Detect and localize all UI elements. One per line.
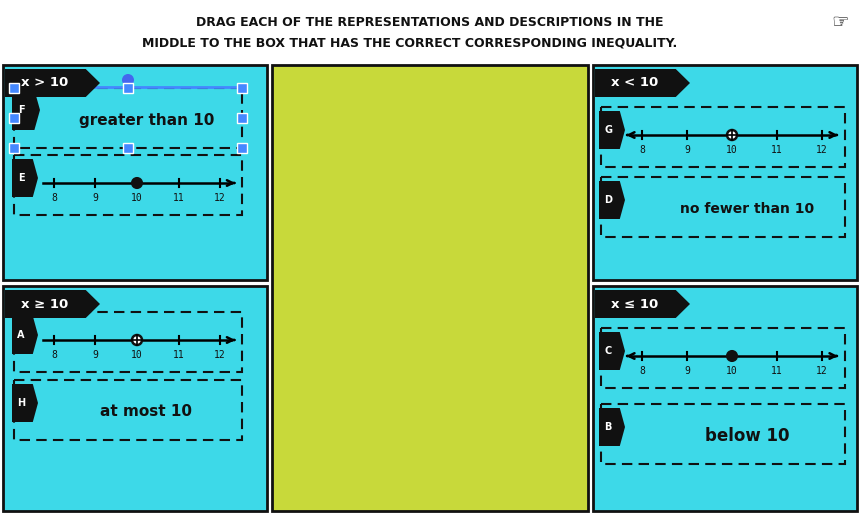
- Polygon shape: [595, 69, 690, 97]
- Text: DRAG EACH OF THE REPRESENTATIONS AND DESCRIPTIONS IN THE: DRAG EACH OF THE REPRESENTATIONS AND DES…: [196, 16, 664, 29]
- Text: 8: 8: [639, 145, 645, 155]
- Bar: [14, 312, 242, 372]
- Text: MIDDLE TO THE BOX THAT HAS THE CORRECT CORRESPONDING INEQUALITY.: MIDDLE TO THE BOX THAT HAS THE CORRECT C…: [142, 36, 678, 49]
- Polygon shape: [599, 332, 625, 370]
- Text: H: H: [17, 398, 25, 408]
- Text: G: G: [604, 125, 612, 135]
- Bar: [14, 88, 242, 148]
- Text: 10: 10: [131, 193, 143, 203]
- Text: 11: 11: [771, 366, 783, 376]
- Text: D: D: [604, 195, 612, 205]
- Bar: [237, 113, 247, 123]
- Bar: [272, 65, 588, 511]
- Text: x > 10: x > 10: [22, 77, 69, 89]
- Circle shape: [727, 130, 737, 140]
- Text: below 10: below 10: [705, 427, 790, 445]
- Polygon shape: [12, 384, 38, 422]
- Bar: [9, 143, 19, 153]
- Text: E: E: [18, 173, 24, 183]
- Text: 9: 9: [684, 366, 690, 376]
- Bar: [601, 177, 845, 237]
- Text: 9: 9: [92, 350, 98, 360]
- Text: at most 10: at most 10: [100, 404, 192, 419]
- Text: 10: 10: [726, 366, 738, 376]
- Bar: [237, 143, 247, 153]
- Polygon shape: [12, 316, 38, 354]
- Text: C: C: [604, 346, 611, 356]
- Polygon shape: [12, 90, 40, 130]
- Polygon shape: [12, 159, 38, 197]
- Text: 12: 12: [214, 350, 226, 360]
- Circle shape: [132, 178, 142, 188]
- Polygon shape: [599, 408, 625, 446]
- Bar: [3, 286, 267, 511]
- Text: 9: 9: [684, 145, 690, 155]
- Text: 12: 12: [214, 193, 226, 203]
- Text: no fewer than 10: no fewer than 10: [680, 202, 815, 216]
- Bar: [601, 328, 845, 388]
- Polygon shape: [595, 290, 690, 318]
- Circle shape: [122, 74, 134, 86]
- Text: 11: 11: [771, 145, 783, 155]
- Bar: [3, 65, 267, 280]
- Text: 11: 11: [173, 193, 184, 203]
- Bar: [123, 83, 133, 93]
- Bar: [601, 404, 845, 464]
- Text: x < 10: x < 10: [611, 77, 659, 89]
- Bar: [14, 155, 242, 215]
- Circle shape: [727, 351, 737, 361]
- Bar: [123, 143, 133, 153]
- Text: ☞: ☞: [831, 12, 849, 32]
- Polygon shape: [599, 181, 625, 219]
- Text: x ≤ 10: x ≤ 10: [611, 297, 659, 311]
- Bar: [593, 286, 857, 511]
- Bar: [593, 65, 857, 280]
- Circle shape: [132, 335, 142, 345]
- Text: 8: 8: [639, 366, 645, 376]
- Text: F: F: [18, 105, 25, 115]
- Polygon shape: [5, 69, 100, 97]
- Bar: [237, 83, 247, 93]
- Text: x ≥ 10: x ≥ 10: [22, 297, 69, 311]
- Bar: [9, 113, 19, 123]
- Text: greater than 10: greater than 10: [78, 113, 214, 128]
- Polygon shape: [5, 290, 100, 318]
- Text: 8: 8: [51, 350, 57, 360]
- Bar: [9, 83, 19, 93]
- Text: 10: 10: [726, 145, 738, 155]
- Text: 9: 9: [92, 193, 98, 203]
- Text: 11: 11: [173, 350, 184, 360]
- Text: 8: 8: [51, 193, 57, 203]
- Text: A: A: [17, 330, 25, 340]
- Bar: [14, 380, 242, 440]
- Text: 12: 12: [816, 366, 827, 376]
- Text: 12: 12: [816, 145, 827, 155]
- Text: 10: 10: [131, 350, 143, 360]
- Polygon shape: [599, 111, 625, 149]
- Text: B: B: [604, 422, 612, 432]
- Bar: [601, 107, 845, 167]
